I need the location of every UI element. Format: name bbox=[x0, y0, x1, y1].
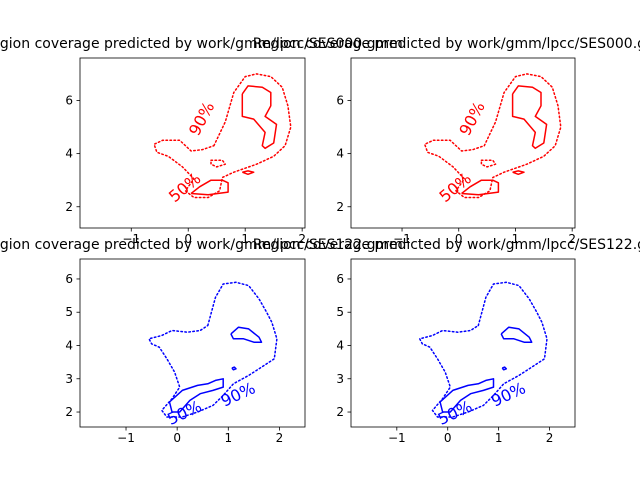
y-tick-label: 2 bbox=[65, 405, 73, 419]
x-tick-label: 0 bbox=[173, 431, 181, 445]
contour-50pct-path-3 bbox=[501, 366, 508, 371]
y-tick-label: 6 bbox=[65, 94, 73, 108]
contour-50pct-path-2 bbox=[230, 326, 263, 343]
contour-label: 50% bbox=[165, 169, 204, 206]
subplot-title: Region coverage predicted by work/gmm/lp… bbox=[253, 36, 640, 52]
subplot-4: 50%90% −1 0 1 2 2 3 4 5 6 Region coverage predicte… bbox=[253, 237, 640, 445]
x-tick-label: 1 bbox=[224, 431, 232, 445]
subplot-title: Region coverage predicted by work/gmm/lp… bbox=[253, 237, 640, 253]
contour-label: 50% bbox=[436, 169, 475, 206]
x-tick-label: 2 bbox=[276, 431, 284, 445]
subplot-2: 50% 90% −1 0 1 2 2 4 6 Region coverage predicted … bbox=[253, 36, 640, 246]
contour-50pct-path-3 bbox=[512, 170, 525, 176]
contour-lines: 50%90% bbox=[418, 281, 548, 427]
contour-label: 90% bbox=[455, 98, 488, 138]
contour-50pct-path-3 bbox=[242, 170, 255, 176]
axes-frame bbox=[79, 57, 306, 229]
x-tick-label: −1 bbox=[388, 431, 406, 445]
contour-label: 90% bbox=[218, 378, 258, 410]
x-tick-label: 0 bbox=[184, 232, 192, 246]
contour-50pct-path-1 bbox=[168, 378, 224, 413]
x-tick-label: 2 bbox=[546, 431, 554, 445]
x-tick-label: 0 bbox=[444, 431, 452, 445]
axes-frame bbox=[79, 258, 306, 428]
contour-lines: 50% 90% bbox=[423, 73, 562, 206]
contour-label: 90% bbox=[185, 98, 218, 138]
y-tick-label: 3 bbox=[336, 372, 344, 386]
y-tick-label: 5 bbox=[65, 305, 73, 319]
contour-50pct-path-2 bbox=[500, 326, 533, 343]
y-tick-label: 2 bbox=[336, 405, 344, 419]
x-tick-label: 1 bbox=[241, 232, 249, 246]
x-tick-label: 1 bbox=[495, 431, 503, 445]
y-tick-label: 5 bbox=[336, 305, 344, 319]
y-tick-label: 4 bbox=[336, 338, 344, 352]
x-tick-label: 2 bbox=[568, 232, 576, 246]
contour-lines: 50% 90% bbox=[153, 73, 292, 206]
y-tick-label: 2 bbox=[65, 200, 73, 214]
y-tick-label: 3 bbox=[65, 372, 73, 386]
contour-50pct-path-1 bbox=[439, 378, 495, 413]
contour-90pct-path-1 bbox=[418, 281, 548, 418]
contour-50pct-path-2 bbox=[190, 179, 229, 196]
contour-lines: 50%90% bbox=[148, 281, 278, 427]
y-tick-label: 6 bbox=[65, 272, 73, 286]
x-tick-label: 2 bbox=[298, 232, 306, 246]
contour-90pct-path-1 bbox=[148, 281, 278, 418]
contour-90pct-path-2 bbox=[210, 159, 227, 168]
subplot-1: 50% 90% −1 0 1 2 2 4 6 Region coverage predicted … bbox=[0, 36, 403, 246]
contour-90pct-path-1 bbox=[423, 73, 562, 199]
y-tick-label: 4 bbox=[65, 338, 73, 352]
contour-50pct-path-1 bbox=[511, 85, 548, 150]
contour-90pct-path-2 bbox=[480, 159, 497, 168]
contour-50pct-path-3 bbox=[231, 366, 237, 371]
x-tick-label: −1 bbox=[393, 232, 411, 246]
axes-frame bbox=[350, 258, 576, 428]
y-tick-label: 4 bbox=[336, 147, 344, 161]
y-tick-label: 6 bbox=[336, 94, 344, 108]
contour-label: 90% bbox=[488, 378, 528, 410]
contour-50pct-path-2 bbox=[461, 179, 500, 196]
contour-90pct-path-1 bbox=[153, 73, 292, 199]
x-tick-label: −1 bbox=[117, 431, 135, 445]
y-tick-label: 4 bbox=[65, 147, 73, 161]
subplot-title: Region coverage predicted by work/gmm/lp… bbox=[0, 237, 403, 253]
axes-frame bbox=[350, 57, 576, 229]
y-tick-label: 6 bbox=[336, 272, 344, 286]
x-tick-label: 0 bbox=[455, 232, 463, 246]
x-tick-label: 1 bbox=[512, 232, 520, 246]
subplot-title: Region coverage predicted by work/gmm/lp… bbox=[0, 36, 403, 52]
x-tick-label: −1 bbox=[122, 232, 140, 246]
y-tick-label: 2 bbox=[336, 200, 344, 214]
contour-50pct-path-1 bbox=[241, 85, 278, 150]
